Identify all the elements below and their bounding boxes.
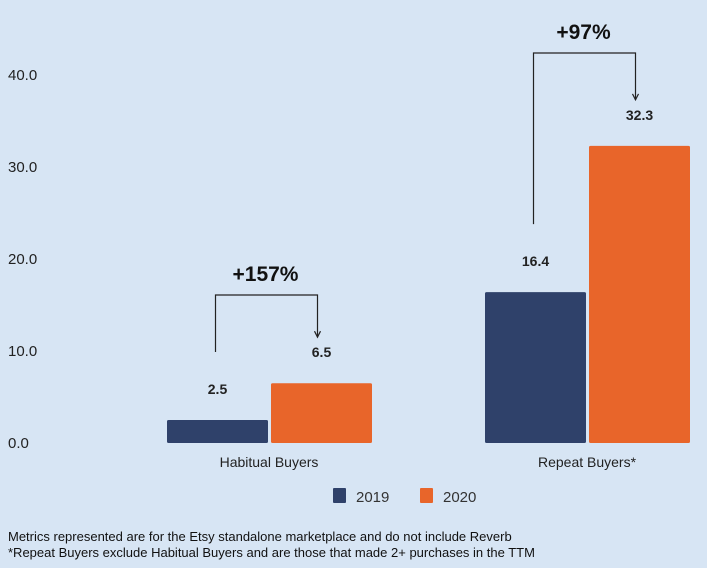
arrow-head-icon bbox=[631, 93, 640, 102]
bar-2019-0 bbox=[167, 420, 268, 443]
value-label: 2.5 bbox=[208, 381, 228, 397]
y-tick-label: 40.0 bbox=[8, 67, 37, 84]
footnote-1: Metrics represented are for the Etsy sta… bbox=[8, 529, 512, 544]
bar-2020-1 bbox=[589, 145, 690, 443]
growth-annotation: +157% bbox=[233, 263, 299, 286]
bar-2019-1 bbox=[485, 292, 586, 443]
footnote-2: *Repeat Buyers exclude Habitual Buyers a… bbox=[8, 545, 535, 560]
value-label: 16.4 bbox=[522, 253, 549, 269]
value-label: 6.5 bbox=[312, 344, 332, 360]
legend-swatch-2019 bbox=[333, 488, 346, 503]
legend-label: 2020 bbox=[443, 489, 476, 506]
category-label: Repeat Buyers* bbox=[538, 454, 637, 470]
growth-annotation: +97% bbox=[556, 21, 611, 44]
bracket-line bbox=[214, 294, 319, 352]
y-tick-label: 10.0 bbox=[8, 343, 37, 360]
y-tick-label: 0.0 bbox=[8, 435, 29, 452]
bracket-line bbox=[532, 52, 637, 225]
value-label: 32.3 bbox=[626, 107, 653, 123]
y-tick-label: 30.0 bbox=[8, 159, 37, 176]
category-label: Habitual Buyers bbox=[220, 454, 319, 470]
legend-swatch-2020 bbox=[420, 488, 433, 503]
legend-label: 2019 bbox=[356, 489, 389, 506]
arrow-head-icon bbox=[313, 330, 322, 339]
y-tick-label: 20.0 bbox=[8, 251, 37, 268]
bar-2020-0 bbox=[271, 383, 372, 443]
